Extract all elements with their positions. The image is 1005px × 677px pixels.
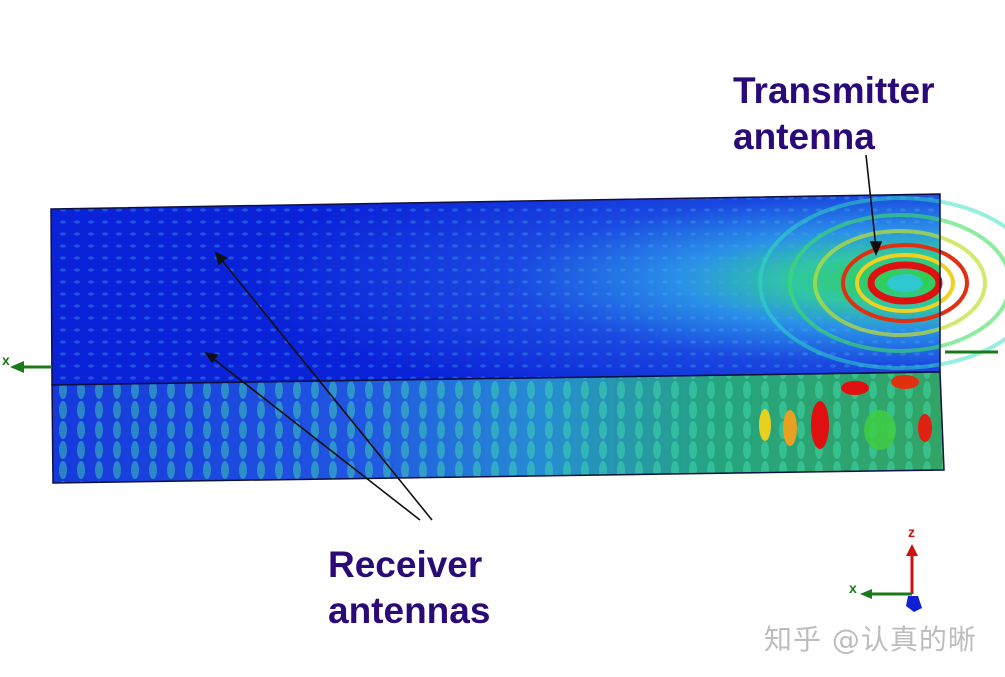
top-field-panel [50,193,1005,386]
annotation-arrows [204,154,883,521]
left-x-axis [10,361,52,373]
transmitter-label-line2: antenna [733,116,875,157]
transmitter-label-line1: Transmitter [733,70,935,111]
left-x-axis-label: x [2,352,10,368]
receiver-label-line1: Receiver [328,544,483,585]
axis-triad [860,544,922,612]
bottom-field-panel [51,371,945,484]
receiver-label-line2: antennas [328,590,491,631]
triad-x-label: x [849,580,857,596]
watermark: 知乎 @认真的晰 [764,623,977,656]
triad-z-label: z [908,524,915,540]
